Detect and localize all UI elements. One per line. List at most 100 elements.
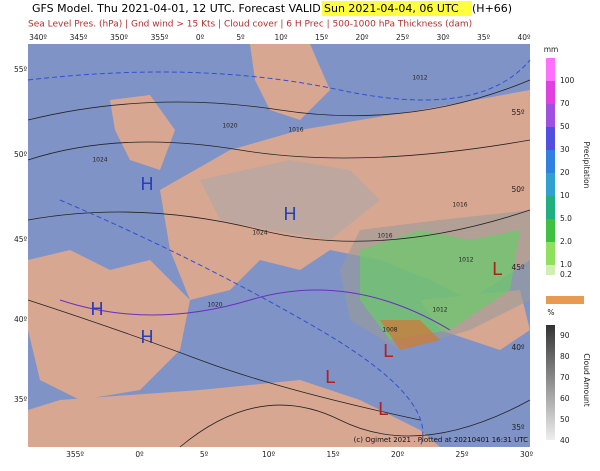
low-center: L <box>492 259 502 280</box>
cloud-title: Cloud Amount <box>582 353 591 406</box>
lat-label: 45º <box>511 263 525 272</box>
isobar-label: 1016 <box>377 233 392 240</box>
lon-label: 0º <box>196 33 205 42</box>
valid-highlight <box>322 1 472 16</box>
lat-label: 55º <box>14 65 28 74</box>
title-prefix: GFS Model. Thu 2021-04-01, 12 UTC. Forec… <box>32 2 336 15</box>
isobar-label: 1012 <box>412 75 427 82</box>
cloud-label: 60 <box>560 394 570 403</box>
britain <box>110 95 175 170</box>
lat-label: 50º <box>511 185 525 194</box>
precip-label: 50 <box>560 122 570 131</box>
map-area <box>27 44 531 448</box>
lat-label: 35º <box>511 423 525 432</box>
precip-label: 100 <box>560 76 575 85</box>
lon-label: 350º <box>110 33 128 42</box>
subtitle: Sea Level Pres. (hPa) | Gnd wind > 15 Kt… <box>28 20 472 30</box>
bar-segment <box>546 150 555 173</box>
lat-label: 40º <box>14 315 28 324</box>
precip-label: 2.0 <box>560 237 572 246</box>
cloud-unit: % <box>547 308 554 317</box>
cloud-label: 80 <box>560 352 570 361</box>
precip-label: 10 <box>560 191 570 200</box>
precip-label: 1.0 <box>560 260 572 269</box>
lon-label: 35º <box>477 33 491 42</box>
precip-patch <box>380 320 440 350</box>
lat-label: 50º <box>14 150 28 159</box>
lon-label: 20º <box>355 33 369 42</box>
precip-title: Precipitation <box>582 142 591 189</box>
lon-label: 10º <box>262 450 276 459</box>
cloud-colorbar <box>546 325 555 440</box>
isobar-label: 1016 <box>452 202 467 209</box>
cloud-label: 70 <box>560 373 570 382</box>
lon-label: 340º <box>29 33 47 42</box>
isobar-label: 1020 <box>222 123 237 130</box>
isobar-label: 1020 <box>207 302 222 309</box>
lon-label: 5º <box>200 450 209 459</box>
valid-time: Sun 2021-04-04, 06 UTC <box>324 2 459 15</box>
thickness-line <box>59 289 451 331</box>
badge <box>546 296 584 304</box>
low-center: L <box>383 341 393 362</box>
precip-label: 30 <box>560 145 570 154</box>
high-center: H <box>140 174 154 195</box>
bar-segment <box>546 219 555 242</box>
bar-segment <box>546 104 555 127</box>
precip-label: 5.0 <box>560 214 572 223</box>
lat-label: 35º <box>14 395 28 404</box>
precip-label: 20 <box>560 168 570 177</box>
north-africa <box>28 380 440 447</box>
lon-label: 5º <box>236 33 245 42</box>
precip-patch <box>360 230 520 340</box>
lon-label: 25º <box>455 450 469 459</box>
precip-unit: mm <box>544 45 559 54</box>
high-center: H <box>90 299 104 320</box>
isobar-label: 1016 <box>288 127 303 134</box>
precip-colorbar <box>546 58 584 304</box>
lon-label: 15º <box>326 450 340 459</box>
lon-label: 345º <box>70 33 88 42</box>
precip-label: 0.2 <box>560 270 572 279</box>
low-center: L <box>325 367 335 388</box>
cloud-patch <box>200 160 380 240</box>
lon-label: 40º <box>517 33 531 42</box>
iberia <box>28 250 190 400</box>
lon-label: 25º <box>396 33 410 42</box>
lon-label: 30º <box>436 33 450 42</box>
high-center: H <box>283 204 297 225</box>
isobar-label: 1024 <box>252 230 267 237</box>
thickness-line <box>27 59 531 448</box>
lon-label: 355º <box>151 33 169 42</box>
bar-segment <box>546 81 555 104</box>
bar-segment <box>546 265 555 275</box>
bar-segment <box>546 196 555 219</box>
cloud-label: 40 <box>560 436 570 445</box>
isobar-label: 1012 <box>458 257 473 264</box>
bar-segment <box>546 58 555 81</box>
credit: (c) Ogimet 2021 . Plotted at 20210401 16… <box>354 436 528 444</box>
precip-label: 70 <box>560 99 570 108</box>
lon-label: 20º <box>391 450 405 459</box>
isobar-label: 1024 <box>92 157 107 164</box>
lat-label: 45º <box>14 235 28 244</box>
bar-segment <box>546 127 555 150</box>
lon-label: 15º <box>315 33 329 42</box>
lat-label: 40º <box>511 343 525 352</box>
cloud-label: 90 <box>560 331 570 340</box>
isobar-label: 1012 <box>432 307 447 314</box>
isobar <box>27 79 531 448</box>
lon-label: 10º <box>274 33 288 42</box>
cloud-label: 50 <box>560 415 570 424</box>
scandinavia <box>250 44 330 120</box>
bar-segment <box>546 173 555 196</box>
low-center: L <box>378 399 388 420</box>
lat-label: 55º <box>511 108 525 117</box>
high-center: H <box>140 327 154 348</box>
title-suffix: (H+66) <box>472 2 512 15</box>
lon-label: 30º <box>520 450 534 459</box>
lon-label: 0º <box>135 450 144 459</box>
isobar-label: 1008 <box>382 327 397 334</box>
lon-label: 355º <box>66 450 84 459</box>
